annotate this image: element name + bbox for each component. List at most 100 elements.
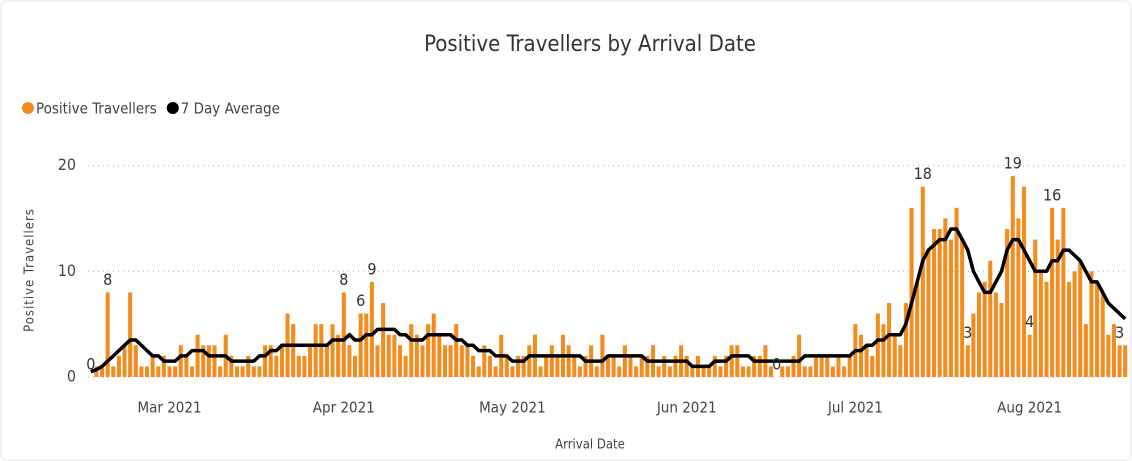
bar (825, 355, 830, 377)
bar (397, 345, 403, 377)
bar (493, 366, 498, 377)
bar (920, 186, 925, 377)
bar (122, 345, 127, 377)
bar (150, 355, 155, 377)
bar (308, 345, 313, 377)
x-tick-label: Mar 2021 (137, 399, 201, 417)
data-label: 0 (86, 355, 95, 374)
chart-title: Positive Travellers by Arrival Date (424, 32, 756, 57)
bar (667, 366, 672, 377)
bar (791, 355, 796, 377)
bar (167, 366, 172, 377)
data-label: 19 (1004, 154, 1022, 173)
bar (577, 366, 582, 377)
bar (735, 345, 740, 377)
bar (527, 345, 532, 377)
bar (572, 355, 577, 377)
bar (324, 345, 329, 377)
bar (1016, 218, 1021, 377)
bar (960, 239, 965, 377)
bar (1061, 207, 1066, 377)
bar (156, 366, 161, 377)
bar (459, 345, 464, 377)
bar (375, 345, 380, 377)
bar (1010, 176, 1015, 377)
bar (313, 324, 318, 377)
bar (740, 366, 745, 377)
bar (881, 324, 886, 377)
bar (330, 324, 335, 377)
bar (870, 355, 875, 377)
bar (932, 229, 937, 377)
bar (229, 355, 234, 377)
bar (1072, 271, 1077, 377)
bar (482, 345, 487, 377)
bar (173, 366, 178, 377)
bar (600, 334, 605, 377)
bar (594, 366, 599, 377)
bar (353, 355, 358, 377)
bar (1123, 345, 1128, 377)
bar (274, 355, 279, 377)
bar (431, 313, 436, 377)
bar (746, 366, 751, 377)
bar (712, 355, 717, 377)
bar (161, 355, 166, 377)
bar (1005, 229, 1010, 377)
bar (201, 345, 206, 377)
data-label: 3 (1115, 323, 1124, 342)
bar (336, 334, 341, 377)
bar (476, 366, 481, 377)
bar (189, 366, 195, 377)
bar (128, 292, 133, 377)
bar (830, 366, 835, 377)
bar (988, 260, 993, 377)
bar (1027, 334, 1032, 377)
bar (622, 345, 627, 377)
x-tick-label: Aug 2021 (997, 399, 1062, 417)
bar (1089, 271, 1094, 377)
bar (347, 345, 352, 377)
bar (487, 355, 492, 377)
x-tick-label: Apr 2021 (313, 399, 375, 417)
bar (656, 366, 661, 377)
bar (1078, 260, 1083, 377)
bar (1055, 239, 1060, 377)
data-label: 18 (914, 164, 932, 183)
bar (369, 281, 374, 377)
bar (785, 366, 790, 377)
bar (1038, 271, 1043, 377)
bar (1044, 281, 1049, 377)
bar (780, 366, 785, 377)
bar (1066, 281, 1071, 377)
bar (341, 292, 346, 377)
bar (392, 334, 397, 377)
y-tick-label: 0 (67, 367, 76, 386)
data-label: 4 (1025, 312, 1034, 331)
bar (566, 345, 571, 377)
data-label: 9 (367, 259, 376, 278)
bar (611, 355, 616, 377)
bar (426, 324, 431, 377)
bar (403, 355, 408, 377)
bar (442, 345, 447, 377)
bar (111, 366, 116, 377)
bar (887, 303, 892, 377)
bar (819, 355, 824, 377)
bar (414, 334, 419, 377)
bar (246, 355, 251, 377)
bar (465, 345, 470, 377)
bar (645, 355, 650, 377)
bar (257, 366, 262, 377)
bar (802, 366, 807, 377)
legend-marker (22, 102, 34, 114)
data-label: 8 (103, 270, 112, 289)
bar (628, 355, 633, 377)
bar (982, 281, 987, 377)
bar (617, 366, 622, 377)
bar (813, 355, 819, 377)
x-tick-label: May 2021 (479, 399, 546, 417)
bar (639, 355, 644, 377)
